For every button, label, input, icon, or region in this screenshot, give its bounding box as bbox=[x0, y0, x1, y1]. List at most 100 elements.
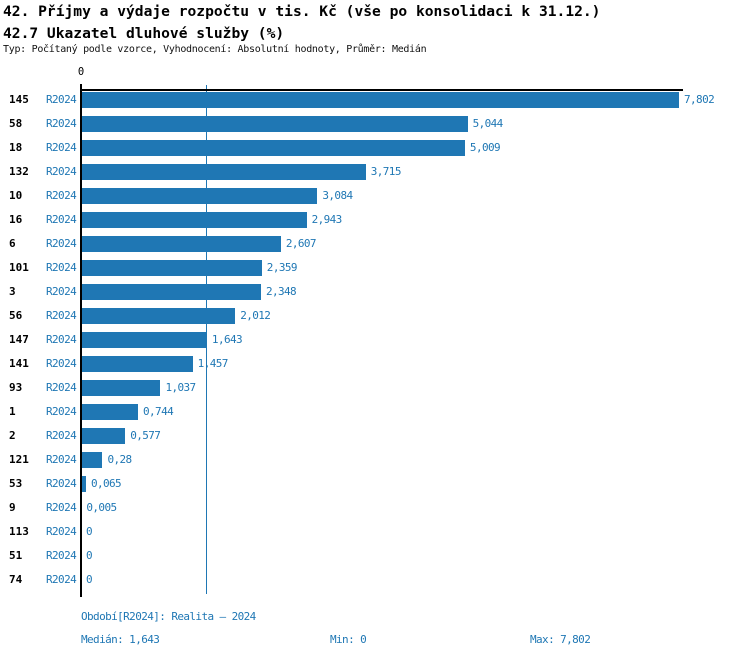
chart-row: 121 R2024 0,28 bbox=[0, 448, 750, 472]
row-category-label: 18 bbox=[9, 141, 23, 154]
row-value-label: 1,037 bbox=[165, 381, 196, 394]
chart-row: 9 R2024 0,005 bbox=[0, 496, 750, 520]
row-value-label: 3,084 bbox=[322, 189, 353, 202]
row-series-label: R2024 bbox=[46, 93, 77, 106]
row-value-label: 3,715 bbox=[370, 165, 402, 178]
row-bar bbox=[81, 428, 126, 444]
row-category-label: 16 bbox=[9, 213, 23, 226]
footer-max-stat: Max: 7,802 bbox=[530, 633, 591, 646]
row-bar bbox=[81, 404, 139, 420]
row-bar bbox=[81, 92, 679, 108]
row-value-label: 5,044 bbox=[472, 117, 504, 130]
chart-row: 113 R2024 0 bbox=[0, 520, 750, 544]
row-value-label: 0 bbox=[86, 525, 93, 538]
row-value-label: 0,744 bbox=[143, 405, 174, 418]
chart-row: 74 R2024 0 bbox=[0, 568, 750, 592]
row-category-label: 93 bbox=[9, 381, 23, 394]
row-value-label: 2,359 bbox=[266, 261, 298, 274]
row-value-label: 1,643 bbox=[211, 333, 243, 346]
row-value-label: 2,943 bbox=[311, 213, 343, 226]
row-category-label: 1 bbox=[9, 405, 16, 418]
row-series-label: R2024 bbox=[46, 405, 77, 418]
chart-row: 10 R2024 3,084 bbox=[0, 184, 750, 208]
page-title: 42. Příjmy a výdaje rozpočtu v tis. Kč (… bbox=[3, 3, 601, 20]
chart-row: 145 R2024 7,802 bbox=[0, 88, 750, 112]
chart-row: 16 R2024 2,943 bbox=[0, 208, 750, 232]
row-category-label: 58 bbox=[9, 117, 23, 130]
row-category-label: 101 bbox=[9, 261, 29, 274]
row-category-label: 56 bbox=[9, 309, 23, 322]
chart-subtitle: 42.7 Ukazatel dluhové služby (%) bbox=[3, 25, 285, 42]
chart-row: 18 R2024 5,009 bbox=[0, 136, 750, 160]
x-axis-line bbox=[81, 89, 683, 91]
row-category-label: 10 bbox=[9, 189, 23, 202]
row-category-label: 53 bbox=[9, 477, 23, 490]
row-bar bbox=[81, 236, 281, 252]
row-series-label: R2024 bbox=[46, 381, 77, 394]
row-value-label: 0 bbox=[86, 549, 93, 562]
chart-meta-line: Typ: Počítaný podle vzorce, Vyhodnocení:… bbox=[3, 44, 427, 55]
row-value-label: 0,005 bbox=[86, 501, 117, 514]
row-series-label: R2024 bbox=[46, 237, 77, 250]
row-category-label: 147 bbox=[9, 333, 29, 346]
chart-row: 58 R2024 5,044 bbox=[0, 112, 750, 136]
footer-min-stat: Min: 0 bbox=[330, 633, 367, 646]
row-bar bbox=[81, 212, 307, 228]
row-bar bbox=[81, 260, 262, 276]
row-bar bbox=[81, 332, 207, 348]
row-value-label: 2,012 bbox=[240, 309, 271, 322]
row-category-label: 51 bbox=[9, 549, 23, 562]
row-series-label: R2024 bbox=[46, 213, 77, 226]
row-series-label: R2024 bbox=[46, 285, 77, 298]
row-value-label: 0,577 bbox=[130, 429, 161, 442]
row-series-label: R2024 bbox=[46, 261, 77, 274]
row-value-label: 0 bbox=[86, 573, 93, 586]
row-value-label: 1,457 bbox=[197, 357, 229, 370]
chart-row: 93 R2024 1,037 bbox=[0, 376, 750, 400]
row-series-label: R2024 bbox=[46, 165, 77, 178]
chart-row: 51 R2024 0 bbox=[0, 544, 750, 568]
chart-row: 3 R2024 2,348 bbox=[0, 280, 750, 304]
row-series-label: R2024 bbox=[46, 141, 77, 154]
row-series-label: R2024 bbox=[46, 453, 77, 466]
row-series-label: R2024 bbox=[46, 309, 77, 322]
row-series-label: R2024 bbox=[46, 477, 77, 490]
row-value-label: 2,348 bbox=[265, 285, 297, 298]
chart-row: 132 R2024 3,715 bbox=[0, 160, 750, 184]
chart-row: 56 R2024 2,012 bbox=[0, 304, 750, 328]
chart-row: 141 R2024 1,457 bbox=[0, 352, 750, 376]
row-value-label: 0,065 bbox=[90, 477, 122, 490]
chart-row: 2 R2024 0,577 bbox=[0, 424, 750, 448]
row-bar bbox=[81, 284, 261, 300]
row-bar bbox=[81, 452, 103, 468]
row-bar bbox=[81, 188, 318, 204]
row-category-label: 113 bbox=[9, 525, 29, 538]
row-series-label: R2024 bbox=[46, 525, 77, 538]
row-series-label: R2024 bbox=[46, 189, 77, 202]
x-axis-zero-tick-label: 0 bbox=[77, 66, 85, 78]
row-series-label: R2024 bbox=[46, 357, 77, 370]
row-value-label: 5,009 bbox=[469, 141, 501, 154]
row-value-label: 0,28 bbox=[107, 453, 132, 466]
footer-period-label: Období[R2024]: Realita – 2024 bbox=[81, 610, 256, 623]
row-series-label: R2024 bbox=[46, 333, 77, 346]
chart-row: 101 R2024 2,359 bbox=[0, 256, 750, 280]
row-category-label: 74 bbox=[9, 573, 23, 586]
row-bar bbox=[81, 164, 366, 180]
row-category-label: 6 bbox=[9, 237, 16, 250]
row-bar bbox=[81, 356, 193, 372]
row-series-label: R2024 bbox=[46, 501, 77, 514]
row-series-label: R2024 bbox=[46, 549, 77, 562]
row-value-label: 7,802 bbox=[684, 93, 715, 106]
row-bar bbox=[81, 476, 86, 492]
row-category-label: 141 bbox=[9, 357, 29, 370]
row-category-label: 145 bbox=[9, 93, 29, 106]
row-category-label: 2 bbox=[9, 429, 16, 442]
row-category-label: 121 bbox=[9, 453, 29, 466]
row-bar bbox=[81, 380, 161, 396]
row-series-label: R2024 bbox=[46, 117, 77, 130]
chart-row: 53 R2024 0,065 bbox=[0, 472, 750, 496]
row-category-label: 3 bbox=[9, 285, 16, 298]
y-axis-line bbox=[80, 84, 82, 597]
